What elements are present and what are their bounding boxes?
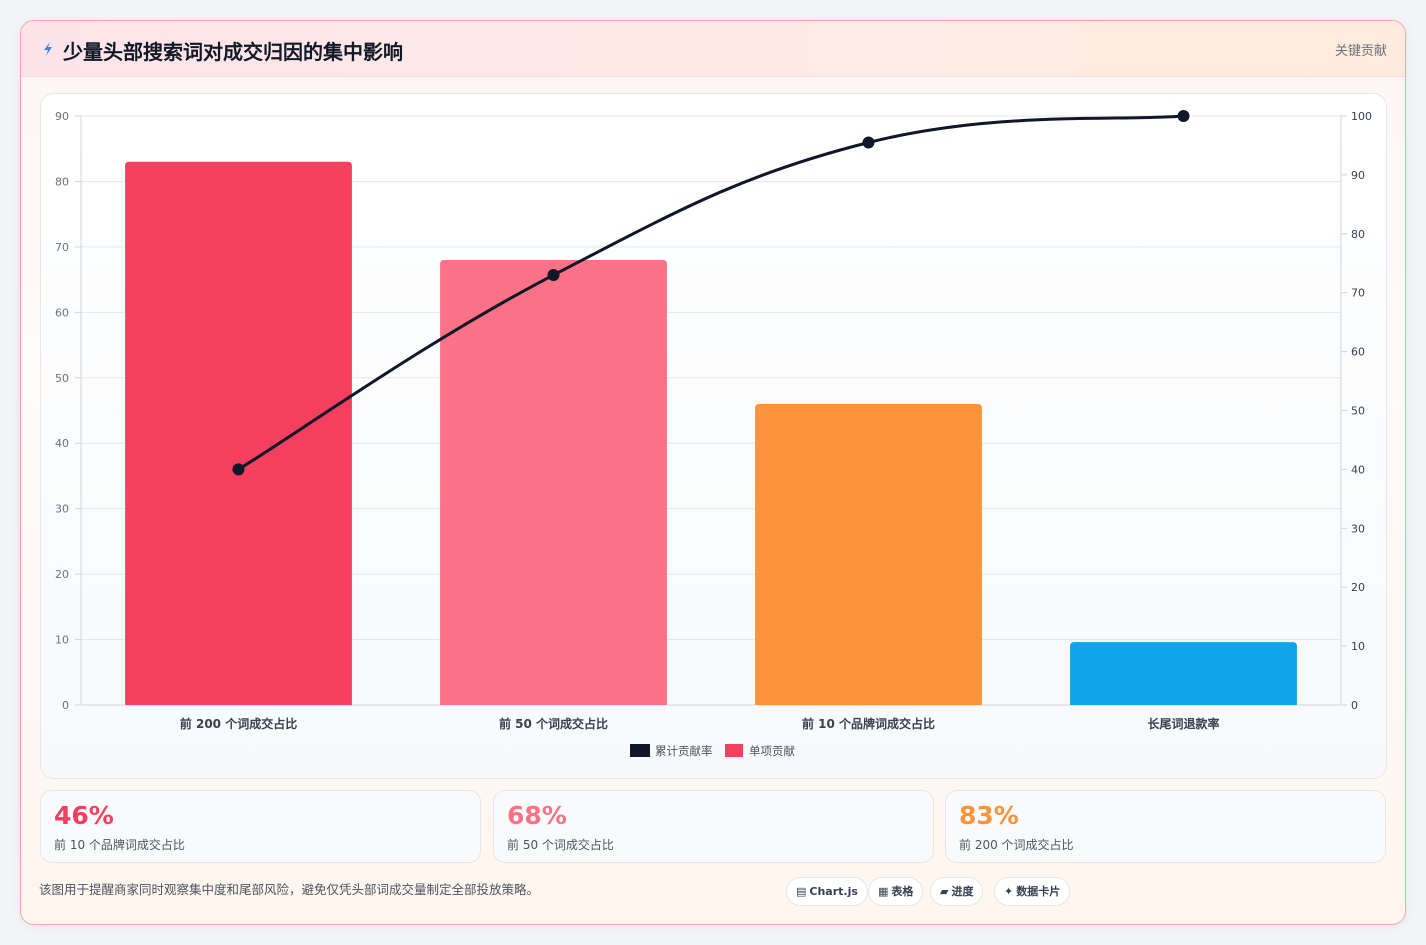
x-tick-label: 前 200 个词成交占比 — [180, 716, 297, 731]
legend-label-bar: 单项贡献 — [749, 744, 795, 758]
y-left-tick-label: 10 — [55, 634, 69, 647]
pill-label: 表格 — [891, 885, 914, 898]
y-left-tick-label: 40 — [55, 437, 69, 450]
stat-value: 46% — [54, 801, 114, 830]
legend-swatch-bar — [725, 744, 743, 757]
y-right-tick-label: 0 — [1351, 699, 1358, 712]
stat-card-3: 83% 前 200 个词成交占比 — [945, 790, 1386, 863]
legend-swatch-line — [630, 744, 650, 757]
cumulative-line — [237, 114, 1184, 471]
y-right-tick-label: 90 — [1351, 169, 1365, 182]
y-right-tick-label: 50 — [1351, 405, 1365, 418]
line-point — [862, 136, 875, 149]
y-left-tick-label: 80 — [55, 175, 69, 188]
pill-data-cards[interactable]: ✦ 数据卡片 — [994, 877, 1071, 906]
chart-card: 少量头部搜索词对成交归因的集中影响 关键贡献 0 10 20 30 40 50 60 70 80… — [20, 20, 1406, 925]
chart-icon: ▤ — [796, 885, 807, 898]
table-icon: ▦ — [878, 885, 889, 898]
bar — [125, 161, 352, 706]
stat-value: 83% — [959, 801, 1019, 830]
bar — [440, 259, 667, 705]
x-tick-label: 长尾词退款率 — [1147, 716, 1219, 731]
lightning-icon — [44, 42, 52, 56]
y-left-tick-label: 30 — [55, 503, 69, 516]
y-right-tick-label: 40 — [1351, 463, 1365, 476]
y-left-tick-label: 90 — [55, 110, 69, 123]
y-left-tick-label: 50 — [55, 372, 69, 385]
stat-label: 前 50 个词成交占比 — [507, 838, 614, 852]
x-tick-label: 前 10 个品牌词成交占比 — [802, 716, 935, 731]
x-tick-label: 前 50 个词成交占比 — [499, 716, 608, 731]
line-point — [232, 463, 245, 476]
bar — [755, 403, 982, 705]
pill-table[interactable]: ▦ 表格 — [868, 877, 924, 906]
page-title: 少量头部搜索词对成交归因的集中影响 — [63, 40, 403, 64]
bar — [1070, 642, 1297, 705]
stat-label: 前 200 个词成交占比 — [959, 838, 1074, 852]
y-right-tick-label: 80 — [1351, 228, 1365, 241]
pill-label: 进度 — [951, 885, 974, 898]
header-tag: 关键贡献 — [1334, 44, 1387, 59]
progress-icon: ▰ — [940, 885, 949, 898]
stat-cards: 46% 前 10 个品牌词成交占比 68% 前 50 个词成交占比 83% 前 … — [40, 790, 1387, 863]
legend-label-line: 累计贡献率 — [655, 744, 713, 758]
pill-progress[interactable]: ▰ 进度 — [930, 877, 984, 906]
combo-chart: 0 10 20 30 40 50 60 70 80 90 0 10 20 30 40 50 60 70 80 90 10… — [55, 110, 1372, 758]
y-left-tick-label: 20 — [55, 568, 69, 581]
stat-card-1: 46% 前 10 个品牌词成交占比 — [40, 790, 481, 863]
y-right-tick-label: 10 — [1351, 640, 1365, 653]
stat-value: 68% — [507, 801, 567, 830]
line-point — [1177, 110, 1190, 122]
pill-label: Chart.js — [809, 885, 858, 898]
y-right-tick-label: 100 — [1351, 110, 1372, 123]
y-right-tick-label: 20 — [1351, 581, 1365, 594]
pill-chartjs[interactable]: ▤ Chart.js — [786, 877, 868, 906]
footnote: 该图用于提醒商家同时观察集中度和尾部风险，避免仅凭头部词成交量制定全部投放策略。 — [39, 882, 540, 897]
chart-panel: 0 10 20 30 40 50 60 70 80 90 0 10 20 30 40 50 60 70 80 90 10… — [40, 93, 1387, 779]
y-left-tick-label: 70 — [55, 241, 69, 254]
line-point — [547, 269, 560, 282]
pill-label: 数据卡片 — [1016, 885, 1061, 898]
stat-label: 前 10 个品牌词成交占比 — [54, 838, 185, 852]
y-right-tick-label: 60 — [1351, 346, 1365, 359]
stat-card-2: 68% 前 50 个词成交占比 — [493, 790, 934, 863]
y-right-tick-label: 70 — [1351, 287, 1365, 300]
sparkle-icon: ✦ — [1004, 885, 1014, 898]
y-left-tick-label: 0 — [62, 699, 69, 712]
y-left-tick-label: 60 — [55, 306, 69, 319]
card-header: 少量头部搜索词对成交归因的集中影响 关键贡献 — [21, 21, 1405, 77]
y-right-tick-label: 30 — [1351, 522, 1365, 535]
